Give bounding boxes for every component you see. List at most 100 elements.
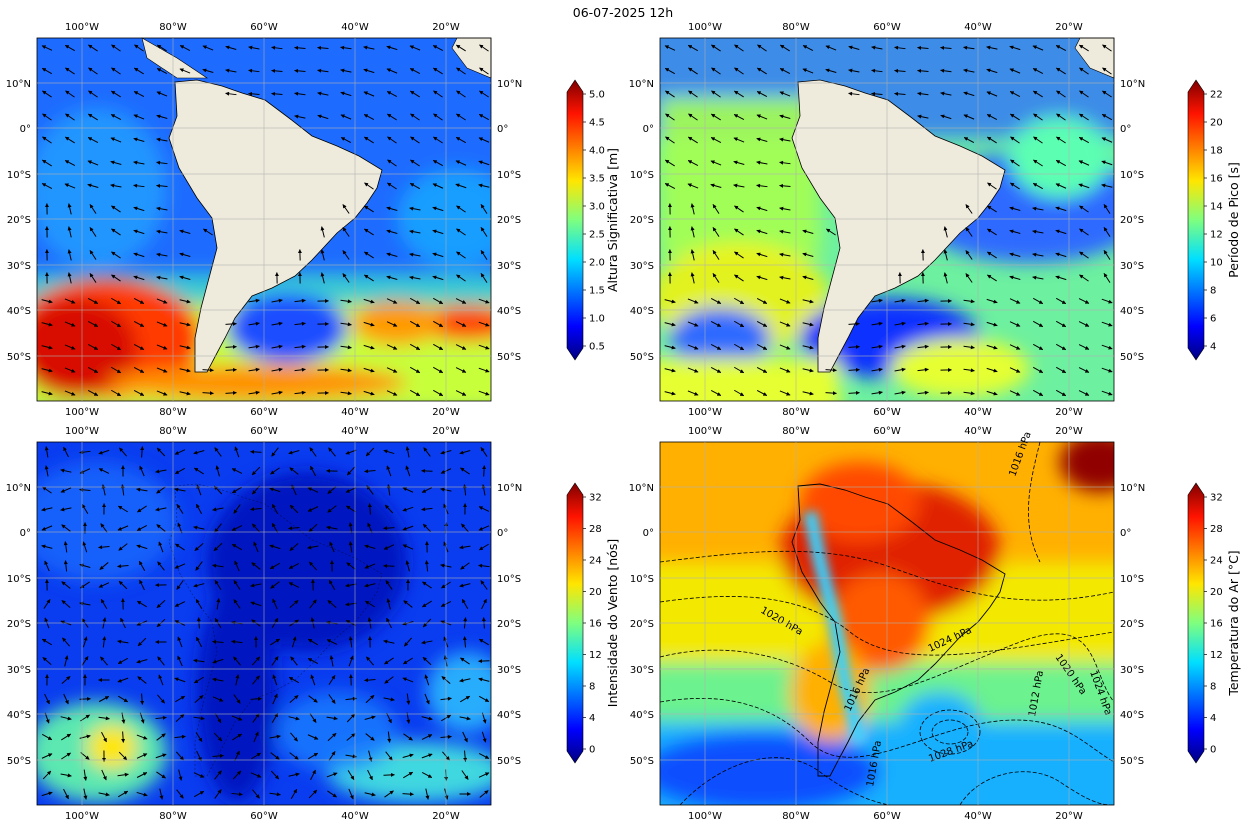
lon-tick-label: 100°W xyxy=(65,426,99,437)
lon-tick-label: 20°W xyxy=(1055,407,1083,418)
colorbar-tick-label: 20 xyxy=(1210,118,1223,129)
lat-tick-label: 50°S xyxy=(1120,756,1144,767)
colorbar-label: Período de Pico [s] xyxy=(1226,162,1241,278)
colorbar-tick-label: 32 xyxy=(1210,493,1223,504)
colorbar-tick-label: 16 xyxy=(1210,619,1223,630)
lat-tick-label: 50°S xyxy=(630,352,654,363)
colorbar-tick-label: 3.0 xyxy=(589,202,605,213)
lon-tick-label: 20°W xyxy=(432,407,460,418)
lat-tick-label: 40°S xyxy=(1120,710,1144,721)
lon-tick-label: 80°W xyxy=(782,811,810,822)
lat-tick-label: 0° xyxy=(643,528,654,539)
lat-tick-label: 40°S xyxy=(7,306,31,317)
lon-tick-label: 20°W xyxy=(1055,811,1083,822)
lon-tick-label: 100°W xyxy=(688,811,722,822)
lon-tick-label: 100°W xyxy=(688,426,722,437)
colorbar-tick-label: 12 xyxy=(589,650,602,661)
colorbar-wind-speed: 0 4 8 12 16 20 24 28 32 Intensidade do Vento [nó… xyxy=(566,482,620,764)
lat-tick-label: 50°S xyxy=(7,756,31,767)
lon-tick-label: 80°W xyxy=(782,426,810,437)
lon-tick-label: 60°W xyxy=(873,22,901,33)
lon-tick-label: 40°W xyxy=(341,426,369,437)
lat-tick-label: 10°S xyxy=(7,574,31,585)
lon-tick-label: 40°W xyxy=(964,811,992,822)
lat-tick-label: 0° xyxy=(497,124,508,135)
lat-tick-label: 30°S xyxy=(7,261,31,272)
lon-tick-label: 40°W xyxy=(341,407,369,418)
lon-tick-label: 60°W xyxy=(873,811,901,822)
lat-tick-label: 40°S xyxy=(497,306,521,317)
lat-tick-label: 10°N xyxy=(1120,483,1145,494)
lon-tick-label: 80°W xyxy=(782,407,810,418)
lon-tick-label: 80°W xyxy=(159,22,187,33)
lon-tick-label: 60°W xyxy=(250,407,278,418)
lat-tick-label: 0° xyxy=(1120,124,1131,135)
lon-tick-label: 60°W xyxy=(873,407,901,418)
lat-tick-label: 30°S xyxy=(630,261,654,272)
colorbar-tick-label: 1.0 xyxy=(589,314,605,325)
colorbar-label: Temperatura do Ar [°C] xyxy=(1226,550,1241,696)
colorbar-tick-label: 8 xyxy=(589,682,595,693)
panel-wind-speed xyxy=(36,441,492,806)
lat-tick-label: 30°S xyxy=(1120,261,1144,272)
colorbar-tick-label: 2.0 xyxy=(589,258,605,269)
south-america-land xyxy=(791,79,1006,373)
colorbar-tick-label: 28 xyxy=(589,524,602,535)
lat-tick-label: 20°S xyxy=(630,215,654,226)
colorbar-tick-label: 5.0 xyxy=(589,90,605,101)
lat-tick-label: 10°S xyxy=(497,170,521,181)
lat-tick-label: 40°S xyxy=(497,710,521,721)
lon-tick-label: 80°W xyxy=(159,407,187,418)
lat-tick-label: 40°S xyxy=(630,710,654,721)
colorbar-label: Intensidade do Vento [nós] xyxy=(605,539,620,707)
lat-tick-label: 10°S xyxy=(497,574,521,585)
colorbar-tick-label: 2.5 xyxy=(589,230,605,241)
colorbar-tick-label: 32 xyxy=(589,493,602,504)
lon-tick-label: 40°W xyxy=(341,22,369,33)
colorbar-tick-label: 0 xyxy=(589,745,595,756)
lat-tick-label: 30°S xyxy=(497,261,521,272)
lat-tick-label: 0° xyxy=(20,124,31,135)
lon-tick-label: 20°W xyxy=(432,426,460,437)
colorbar-tick-label: 14 xyxy=(1210,202,1223,213)
lon-tick-label: 100°W xyxy=(65,407,99,418)
map-peak-period xyxy=(660,38,1114,401)
colorbar-tick-label: 20 xyxy=(1210,587,1223,598)
lon-tick-label: 80°W xyxy=(159,426,187,437)
lon-tick-label: 60°W xyxy=(250,426,278,437)
gridlines xyxy=(37,38,1114,805)
colorbar-tick-label: 18 xyxy=(1210,146,1223,157)
colorbar-tick-label: 16 xyxy=(1210,174,1223,185)
colorbar-tick-label: 12 xyxy=(1210,650,1223,661)
lat-tick-label: 0° xyxy=(20,528,31,539)
figure-title: 06-07-2025 12h xyxy=(572,5,674,20)
lon-tick-label: 100°W xyxy=(65,22,99,33)
colorbar-label: Altura Significativa [m] xyxy=(605,148,620,292)
colorbar-tick-label: 4.5 xyxy=(589,118,605,129)
colorbar-tick-label: 4 xyxy=(1210,342,1216,353)
colorbar-tick-label: 22 xyxy=(1210,90,1223,101)
lon-tick-label: 100°W xyxy=(688,22,722,33)
lon-tick-label: 20°W xyxy=(432,22,460,33)
lat-tick-label: 10°N xyxy=(6,483,31,494)
lat-tick-label: 10°S xyxy=(1120,170,1144,181)
panel-air-temperature: 1016 hPa 1020 hPa 1024 hPa 1020 hPa 1024… xyxy=(659,430,1115,806)
colorbar-tick-label: 4 xyxy=(1210,713,1216,724)
colorbar-tick-label: 8 xyxy=(1210,682,1216,693)
lat-tick-label: 20°S xyxy=(1120,215,1144,226)
wave-direction-arrows xyxy=(664,44,1113,397)
colorbar-tick-label: 28 xyxy=(1210,524,1223,535)
lon-tick-label: 20°W xyxy=(1055,426,1083,437)
lat-tick-label: 50°S xyxy=(497,756,521,767)
lat-tick-label: 50°S xyxy=(497,352,521,363)
lon-tick-label: 80°W xyxy=(159,811,187,822)
lat-tick-label: 40°S xyxy=(7,710,31,721)
lat-tick-label: 50°S xyxy=(630,756,654,767)
lat-tick-label: 10°S xyxy=(630,574,654,585)
colorbar-peak-period: 4 6 8 10 12 14 16 18 20 22 Período de Pico [s] xyxy=(1187,79,1241,361)
lon-tick-label: 20°W xyxy=(1055,22,1083,33)
wave-direction-arrows xyxy=(41,44,490,397)
colorbar-tick-label: 24 xyxy=(589,556,602,567)
colorbar-wave-height: 0.5 1.0 1.5 2.0 2.5 3.0 3.5 4.0 4.5 5.0 Altura Si… xyxy=(566,79,620,361)
